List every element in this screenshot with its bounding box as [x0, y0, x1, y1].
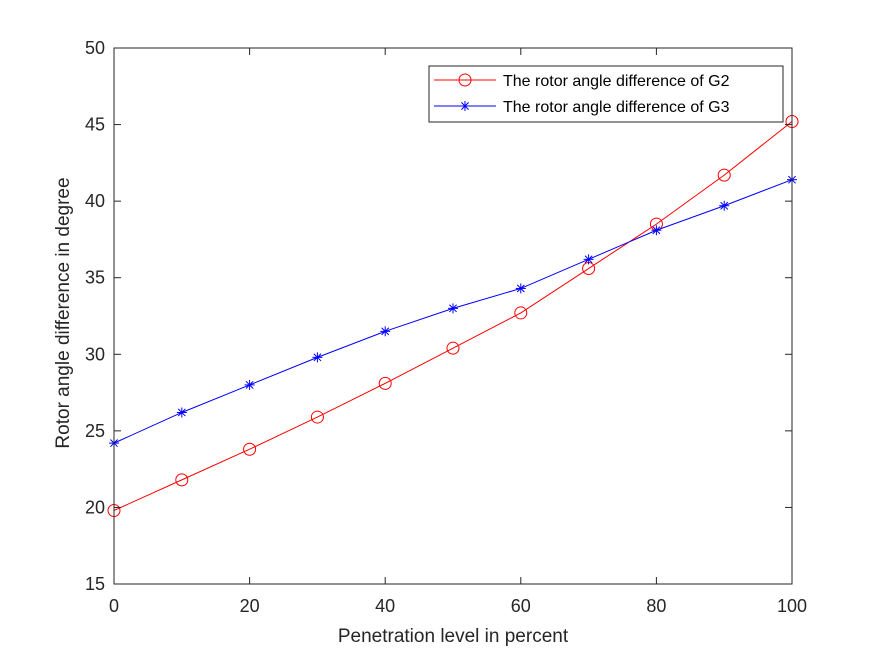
x-tick-label: 40 — [375, 596, 395, 616]
series-1-point — [717, 168, 731, 182]
series-2-point — [312, 352, 323, 363]
y-tick-label: 20 — [85, 497, 105, 517]
series-1-line — [113, 121, 793, 511]
series-2-point — [515, 283, 526, 294]
legend-entry-2: The rotor angle difference of G3 — [434, 99, 730, 116]
series-1-point — [310, 410, 324, 424]
series-1-point — [378, 376, 392, 390]
series-2-point-stroke — [516, 284, 525, 293]
series-1-point — [175, 473, 189, 487]
y-tick-label: 40 — [85, 191, 105, 211]
legend-label: The rotor angle difference of G3 — [503, 99, 730, 116]
legend: The rotor angle difference of G2 The roto… — [428, 65, 784, 123]
legend-label: The rotor angle difference of G2 — [503, 73, 730, 90]
plot-background — [114, 48, 792, 584]
x-tick-label: 60 — [511, 596, 531, 616]
x-tick-label: 20 — [240, 596, 260, 616]
series-2-point-stroke — [720, 201, 729, 210]
series-1-point — [446, 341, 460, 355]
series-2-point-stroke — [177, 408, 186, 417]
y-axis-label: Rotor angle difference in degree — [53, 177, 74, 448]
series-1-point — [514, 306, 528, 320]
y-tick-label: 30 — [85, 344, 105, 364]
series-2-point — [448, 303, 458, 314]
x-tick-label: 100 — [777, 596, 807, 616]
legend-marker — [460, 101, 470, 111]
series-2-point-stroke — [381, 327, 390, 336]
axes-box — [113, 47, 793, 585]
series-2-point — [380, 326, 391, 337]
plot-area — [114, 48, 792, 584]
series-2-point — [176, 407, 187, 418]
axes-layer: 0 20 40 60 80 100 15 20 25 30 35 40 45 50 — [85, 38, 807, 616]
x-tick-label: 80 — [646, 596, 666, 616]
series-2-point — [719, 200, 730, 211]
legend-marker-stroke — [461, 102, 469, 110]
series-2-point — [244, 379, 255, 390]
x-tick-label: 0 — [109, 596, 119, 616]
series-2-point — [583, 254, 594, 265]
y-tick-label: 50 — [85, 38, 105, 58]
series-2-point-stroke — [449, 304, 457, 313]
legend-marker — [458, 73, 472, 87]
legend-box — [428, 65, 784, 123]
y-tick-label: 35 — [85, 268, 105, 288]
legend-entries: The rotor angle difference of G2 The roto… — [434, 73, 730, 116]
y-tick-label: 25 — [85, 421, 105, 441]
series-2-point-stroke — [313, 353, 322, 362]
series-2-point — [651, 225, 662, 236]
series-2-point-stroke — [584, 255, 593, 264]
series-2-point-stroke — [652, 226, 661, 235]
series-2-point-stroke — [245, 380, 254, 389]
y-tick-label: 15 — [85, 574, 105, 594]
series-1-point — [243, 442, 257, 456]
y-tick-label: 45 — [85, 115, 105, 135]
x-axis-label: Penetration level in percent — [338, 626, 569, 647]
legend-entry-1: The rotor angle difference of G2 — [434, 73, 730, 90]
